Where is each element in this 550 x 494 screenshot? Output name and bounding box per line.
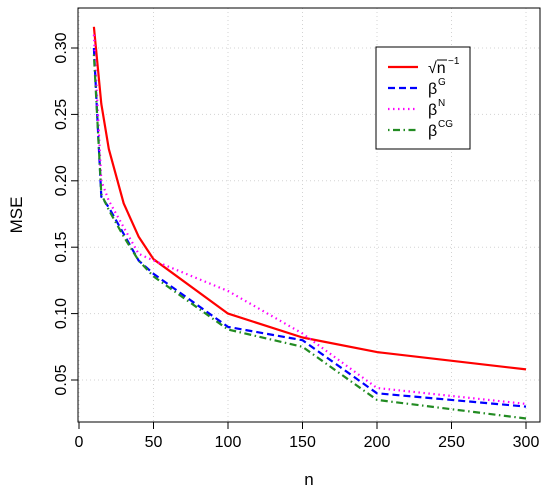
series-line-1 xyxy=(92,26,527,371)
legend-label-2: β xyxy=(428,81,437,98)
legend-sup-1: −1 xyxy=(448,56,460,67)
y-tick-label: 0.05 xyxy=(53,364,70,395)
legend-label-3: β xyxy=(428,102,437,119)
grid xyxy=(78,8,540,422)
x-tick-label: 200 xyxy=(364,434,391,451)
legend: √n −1β Gβ Nβ CG xyxy=(375,46,471,150)
y-tick-label: 0.30 xyxy=(53,32,70,63)
series-line-4 xyxy=(92,54,527,420)
y-tick-label: 0.20 xyxy=(53,165,70,196)
y-axis-title: MSE xyxy=(7,197,26,234)
x-tick-label: 150 xyxy=(289,434,316,451)
axes: 0 50 100 150 200 250 300 0.05 0.10 0.15 0.20 0.25 0.… xyxy=(53,32,539,451)
legend-sup-3: N xyxy=(438,98,445,109)
y-tick-label: 0.25 xyxy=(53,99,70,130)
x-axis-title: n xyxy=(304,470,313,489)
legend-box xyxy=(375,46,471,150)
y-tick-label: 0.15 xyxy=(53,232,70,263)
legend-sup-2: G xyxy=(438,77,446,88)
plot-frame xyxy=(77,7,541,423)
legend-sup-4: CG xyxy=(438,119,453,130)
x-tick-label: 0 xyxy=(75,434,84,451)
series-lines xyxy=(92,26,527,420)
legend-label-1: √n xyxy=(428,60,446,77)
x-tick-label: 300 xyxy=(513,434,540,451)
legend-label-4: β xyxy=(428,123,437,140)
x-tick-label: 250 xyxy=(438,434,465,451)
y-tick-label: 0.10 xyxy=(53,298,70,329)
x-tick-label: 100 xyxy=(215,434,242,451)
x-tick-label: 50 xyxy=(145,434,163,451)
